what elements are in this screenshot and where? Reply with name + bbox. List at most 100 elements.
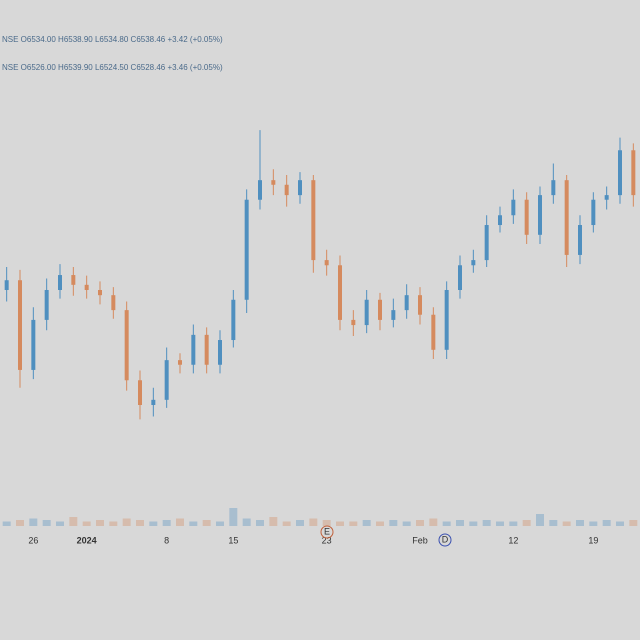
volume-bar bbox=[162, 520, 171, 526]
legend-line: NSE O6526.00 H6539.90 L6524.50 C6528.46 … bbox=[2, 63, 223, 72]
volume-bar bbox=[189, 521, 198, 526]
candle-body bbox=[218, 340, 222, 365]
candle-body bbox=[431, 314, 436, 350]
volume-bar bbox=[16, 520, 24, 526]
candle-body bbox=[378, 299, 382, 320]
volume-bar bbox=[96, 520, 104, 526]
volume-bar bbox=[562, 521, 571, 526]
candle-body bbox=[244, 199, 249, 300]
x-tick-label: 15 bbox=[228, 535, 238, 545]
candle-body bbox=[178, 360, 182, 365]
candle-body bbox=[31, 319, 36, 370]
x-tick-label: Feb bbox=[412, 535, 428, 545]
event-marker bbox=[320, 525, 334, 539]
candle-body bbox=[471, 260, 476, 266]
volume-bar bbox=[82, 521, 91, 526]
candle-body bbox=[311, 180, 316, 261]
candle-body bbox=[564, 180, 569, 255]
volume-bar bbox=[376, 521, 384, 526]
volume-bar bbox=[629, 520, 638, 526]
x-tick-label: 8 bbox=[164, 535, 169, 545]
volume-bar bbox=[469, 521, 478, 526]
candle-body bbox=[151, 399, 156, 405]
volume-bar bbox=[282, 521, 291, 526]
x-tick-label: 26 bbox=[28, 535, 38, 545]
event-label: D bbox=[442, 534, 449, 544]
x-tick-label: 12 bbox=[508, 535, 518, 545]
candle-body bbox=[4, 280, 9, 290]
volume-bar bbox=[589, 521, 598, 526]
candle-body bbox=[124, 310, 129, 381]
candle-body bbox=[538, 195, 542, 235]
candle-body bbox=[631, 150, 636, 196]
volume-bar bbox=[522, 520, 531, 526]
volume-bar bbox=[602, 520, 611, 526]
volume-bar bbox=[402, 521, 411, 526]
volume-bar bbox=[429, 518, 438, 526]
candle-body bbox=[418, 295, 422, 315]
candle-body bbox=[364, 299, 369, 326]
volume-bar bbox=[509, 521, 518, 526]
x-tick-label: 19 bbox=[588, 535, 598, 545]
candle-body bbox=[18, 280, 22, 370]
volume-bar bbox=[482, 520, 491, 526]
candle-body bbox=[511, 199, 516, 216]
volume-bar bbox=[309, 518, 318, 526]
candle-body bbox=[444, 290, 449, 350]
volume-bar bbox=[536, 514, 544, 526]
volume-bar bbox=[256, 520, 264, 526]
candle-body bbox=[231, 299, 236, 341]
candle-body bbox=[618, 150, 622, 196]
candle-body bbox=[204, 334, 209, 365]
volume-bar bbox=[2, 521, 11, 526]
candle-body bbox=[138, 380, 142, 405]
volume-bar bbox=[269, 517, 278, 526]
candle-body bbox=[84, 284, 89, 290]
candle-body bbox=[58, 275, 62, 290]
candle-body bbox=[391, 310, 396, 320]
candle-body bbox=[551, 180, 556, 196]
volume-bar bbox=[176, 518, 184, 526]
volume-bar bbox=[322, 520, 331, 526]
volume-bar bbox=[456, 520, 464, 526]
volume-bar bbox=[202, 520, 211, 526]
volume-bar bbox=[42, 520, 51, 526]
event-marker bbox=[438, 533, 452, 547]
candle-body bbox=[591, 199, 596, 226]
volume-bar bbox=[216, 521, 224, 526]
x-tick-label: 2024 bbox=[77, 535, 97, 545]
candle-body bbox=[524, 199, 529, 235]
volume-bar bbox=[416, 520, 424, 526]
candle-body bbox=[71, 275, 76, 285]
event-label: E bbox=[324, 526, 330, 536]
volume-bar bbox=[296, 520, 304, 526]
candle-body bbox=[271, 180, 276, 185]
candle-body bbox=[191, 334, 196, 365]
candle-body bbox=[604, 195, 609, 200]
candle-body bbox=[298, 180, 302, 196]
candle-body bbox=[324, 260, 329, 266]
candle-body bbox=[164, 360, 169, 400]
volume-bar bbox=[109, 521, 118, 526]
candle-body bbox=[338, 265, 342, 320]
candle-body bbox=[351, 319, 356, 326]
candle-body bbox=[98, 290, 102, 296]
volume-bar bbox=[616, 521, 624, 526]
volume-bar bbox=[56, 521, 64, 526]
volume-bar bbox=[549, 520, 558, 526]
volume-bar bbox=[136, 520, 144, 526]
candle-body bbox=[111, 295, 116, 311]
volume-bar bbox=[496, 521, 504, 526]
volume-bar bbox=[349, 521, 358, 526]
volume-bar bbox=[336, 521, 344, 526]
volume-bar bbox=[242, 518, 251, 526]
volume-bar bbox=[122, 518, 131, 526]
candle-body bbox=[404, 295, 409, 311]
candle-body bbox=[578, 225, 582, 255]
candle-body bbox=[44, 290, 49, 320]
candle-body bbox=[498, 215, 502, 226]
x-tick-label: 23 bbox=[322, 535, 332, 545]
volume-bar bbox=[29, 518, 38, 526]
